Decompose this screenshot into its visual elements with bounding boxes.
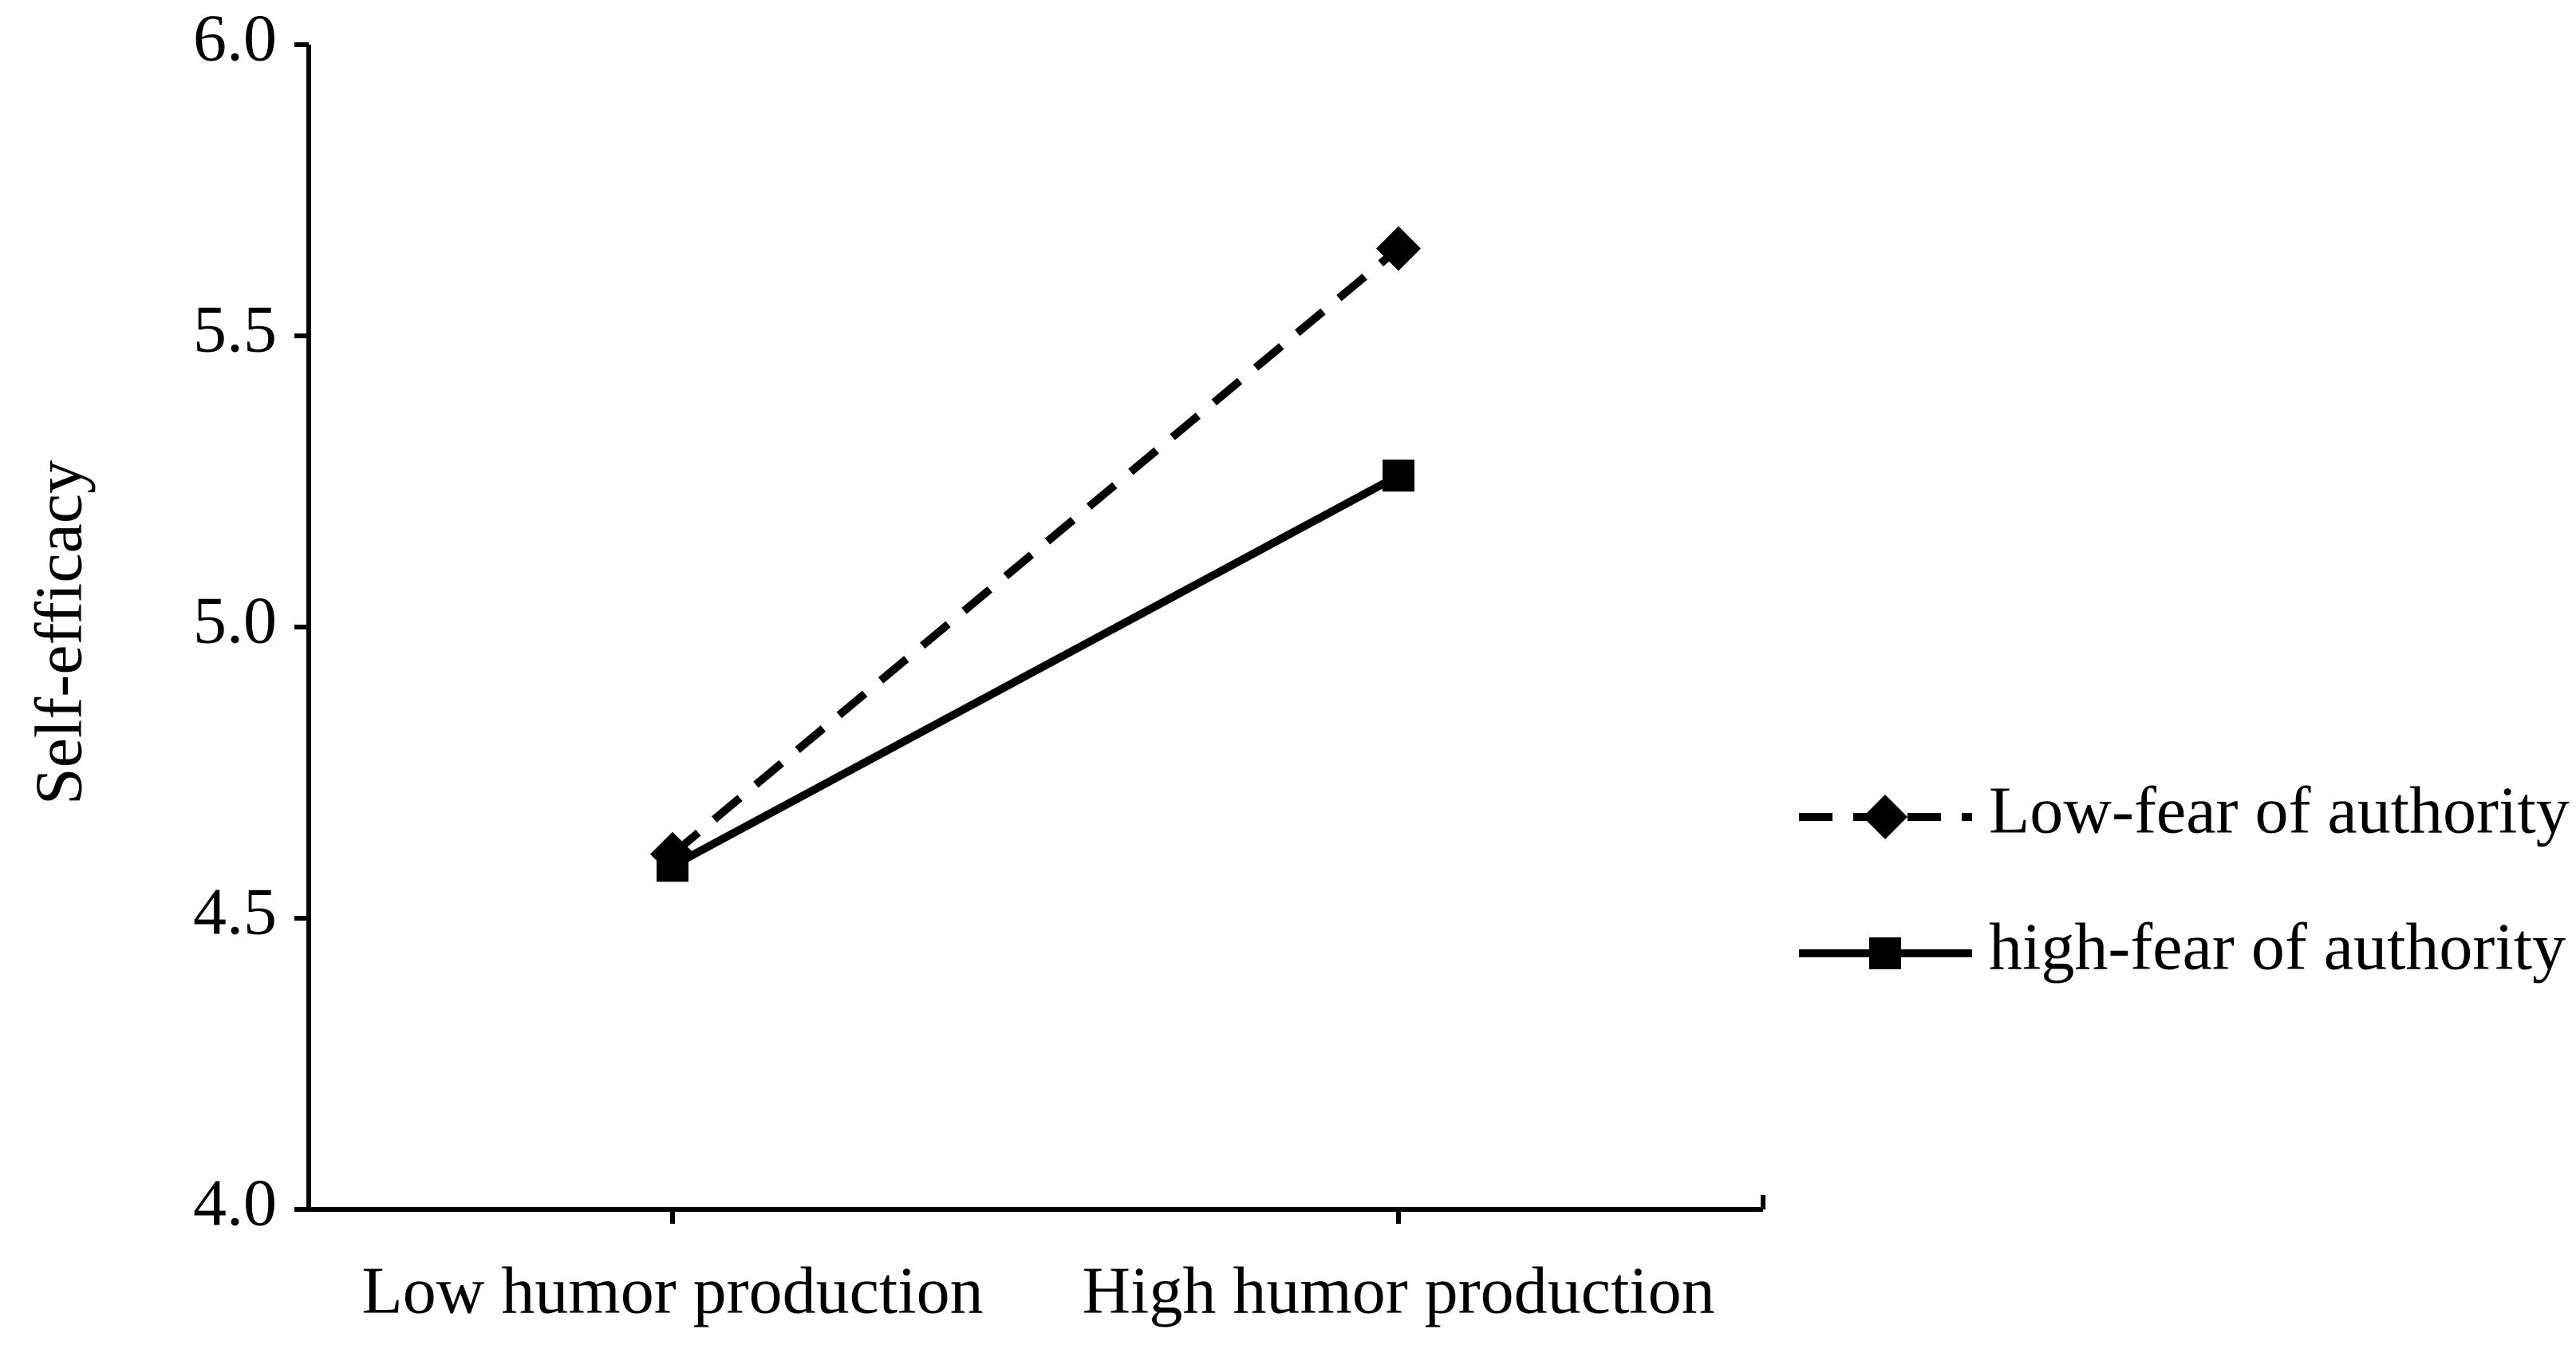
legend-label: high-fear of authority bbox=[1989, 909, 2566, 984]
y-tick-label: 4.5 bbox=[193, 874, 277, 949]
legend-label: Low-fear of authority bbox=[1989, 773, 2570, 847]
point bbox=[657, 850, 688, 882]
legend-marker bbox=[1863, 795, 1907, 839]
y-axis-label: Self-efficacy bbox=[22, 460, 96, 805]
series-line bbox=[670, 471, 1401, 870]
y-tick-label: 4.0 bbox=[193, 1166, 277, 1240]
y-tick-label: 6.0 bbox=[193, 1, 277, 75]
y-tick-label: 5.0 bbox=[193, 583, 277, 657]
series-line bbox=[669, 245, 1402, 858]
x-tick-label: Low humor production bbox=[361, 1253, 983, 1327]
point bbox=[1383, 460, 1414, 492]
y-tick-label: 5.5 bbox=[193, 292, 277, 366]
legend-marker bbox=[1869, 937, 1901, 969]
point bbox=[1376, 226, 1421, 271]
x-tick-label: High humor production bbox=[1082, 1253, 1714, 1327]
